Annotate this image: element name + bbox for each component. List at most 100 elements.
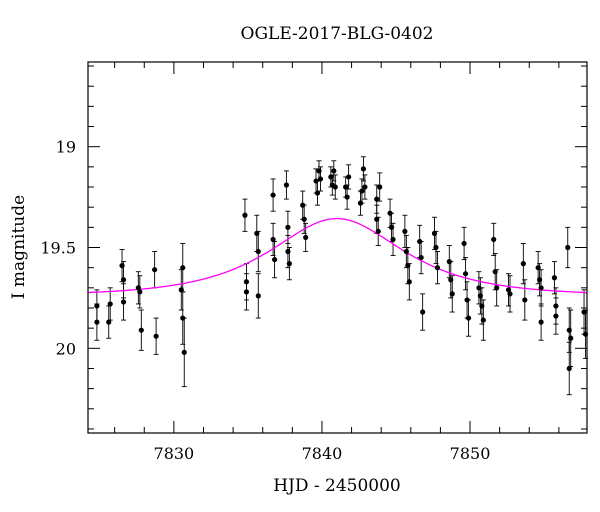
data-point xyxy=(538,285,544,291)
data-point xyxy=(387,210,393,216)
data-point xyxy=(374,216,380,222)
data-point xyxy=(553,303,559,309)
data-point xyxy=(505,287,512,293)
model-curve-group xyxy=(87,217,588,294)
data-point xyxy=(360,166,367,172)
data-point xyxy=(242,212,248,218)
data-point xyxy=(464,297,470,303)
data-point xyxy=(566,365,572,372)
data-point xyxy=(120,277,127,283)
data-point xyxy=(135,285,141,291)
data-point xyxy=(331,168,337,174)
model-curve xyxy=(87,217,588,294)
data-point xyxy=(507,291,513,297)
data-point xyxy=(243,289,250,295)
data-point xyxy=(491,236,497,243)
data-point xyxy=(462,271,469,277)
y-tick-label: 19 xyxy=(56,138,76,157)
data-point xyxy=(433,244,439,251)
minor-ticks xyxy=(88,62,587,433)
data-point xyxy=(565,244,571,251)
data-point xyxy=(344,194,350,200)
data-point xyxy=(138,327,144,333)
data-point xyxy=(119,263,125,269)
data-point xyxy=(153,333,159,339)
data-point xyxy=(492,269,498,275)
data-point xyxy=(357,200,364,206)
data-point xyxy=(316,168,322,174)
data-point xyxy=(522,297,528,303)
data-point xyxy=(343,184,349,190)
data-point xyxy=(553,313,559,319)
data-point xyxy=(254,230,260,236)
data-point xyxy=(270,192,276,198)
data-point xyxy=(480,317,486,323)
data-point xyxy=(301,216,307,222)
major-ticks xyxy=(88,62,587,433)
data-point xyxy=(568,335,574,341)
data-point xyxy=(535,265,541,271)
data-point xyxy=(477,293,483,299)
data-point xyxy=(446,259,452,265)
data-point xyxy=(328,174,334,180)
data-point xyxy=(418,254,424,261)
data-point xyxy=(448,277,454,283)
data-point xyxy=(285,248,291,255)
data-point xyxy=(461,240,467,247)
data-point xyxy=(434,265,441,271)
data-point xyxy=(494,285,500,291)
data-point xyxy=(178,287,184,293)
data-point xyxy=(390,236,396,243)
x-axis-label: HJD - 2450000 xyxy=(273,476,401,496)
data-point xyxy=(303,234,309,241)
data-point xyxy=(538,319,544,325)
x-tick-label: 7840 xyxy=(302,444,343,463)
data-point xyxy=(420,309,426,315)
data-point xyxy=(465,315,472,321)
data-point xyxy=(417,238,423,245)
data-point xyxy=(537,277,543,283)
data-point xyxy=(520,261,526,267)
data-point xyxy=(180,265,186,271)
data-point xyxy=(255,248,261,255)
y-axis-label: I magnitude xyxy=(9,195,29,299)
data-point xyxy=(346,174,352,180)
tick-labels: 7830 7840 7850 19 19.5 20 xyxy=(40,138,490,463)
data-point xyxy=(359,188,365,194)
data-point xyxy=(180,315,186,321)
data-point xyxy=(406,279,412,285)
data-point xyxy=(106,319,112,325)
data-point xyxy=(137,289,143,295)
data-point xyxy=(403,248,409,255)
data-point xyxy=(300,202,306,208)
data-point xyxy=(181,349,187,355)
data-point xyxy=(405,263,411,269)
data-points xyxy=(94,166,589,372)
data-point xyxy=(476,285,482,291)
data-point xyxy=(152,267,158,273)
chart-title: OGLE-2017-BLG-0402 xyxy=(241,24,434,44)
data-point xyxy=(243,279,250,285)
errorbars xyxy=(94,156,589,396)
data-point xyxy=(120,299,127,305)
x-tick-label: 7830 xyxy=(154,444,195,463)
data-point xyxy=(449,291,455,297)
data-point xyxy=(431,230,438,236)
plot-frame xyxy=(87,61,588,434)
data-point xyxy=(271,256,278,263)
x-tick-label: 7850 xyxy=(450,444,491,463)
data-point xyxy=(313,178,319,184)
data-point xyxy=(332,184,338,190)
data-point xyxy=(388,224,395,230)
data-point xyxy=(286,261,292,267)
data-point xyxy=(479,303,485,309)
data-point xyxy=(551,275,558,281)
data-point xyxy=(377,184,383,190)
data-point xyxy=(107,301,113,307)
data-point xyxy=(402,228,408,234)
data-point xyxy=(375,228,381,234)
y-tick-label: 19.5 xyxy=(40,239,76,258)
data-point xyxy=(374,196,380,202)
data-point xyxy=(94,319,100,325)
